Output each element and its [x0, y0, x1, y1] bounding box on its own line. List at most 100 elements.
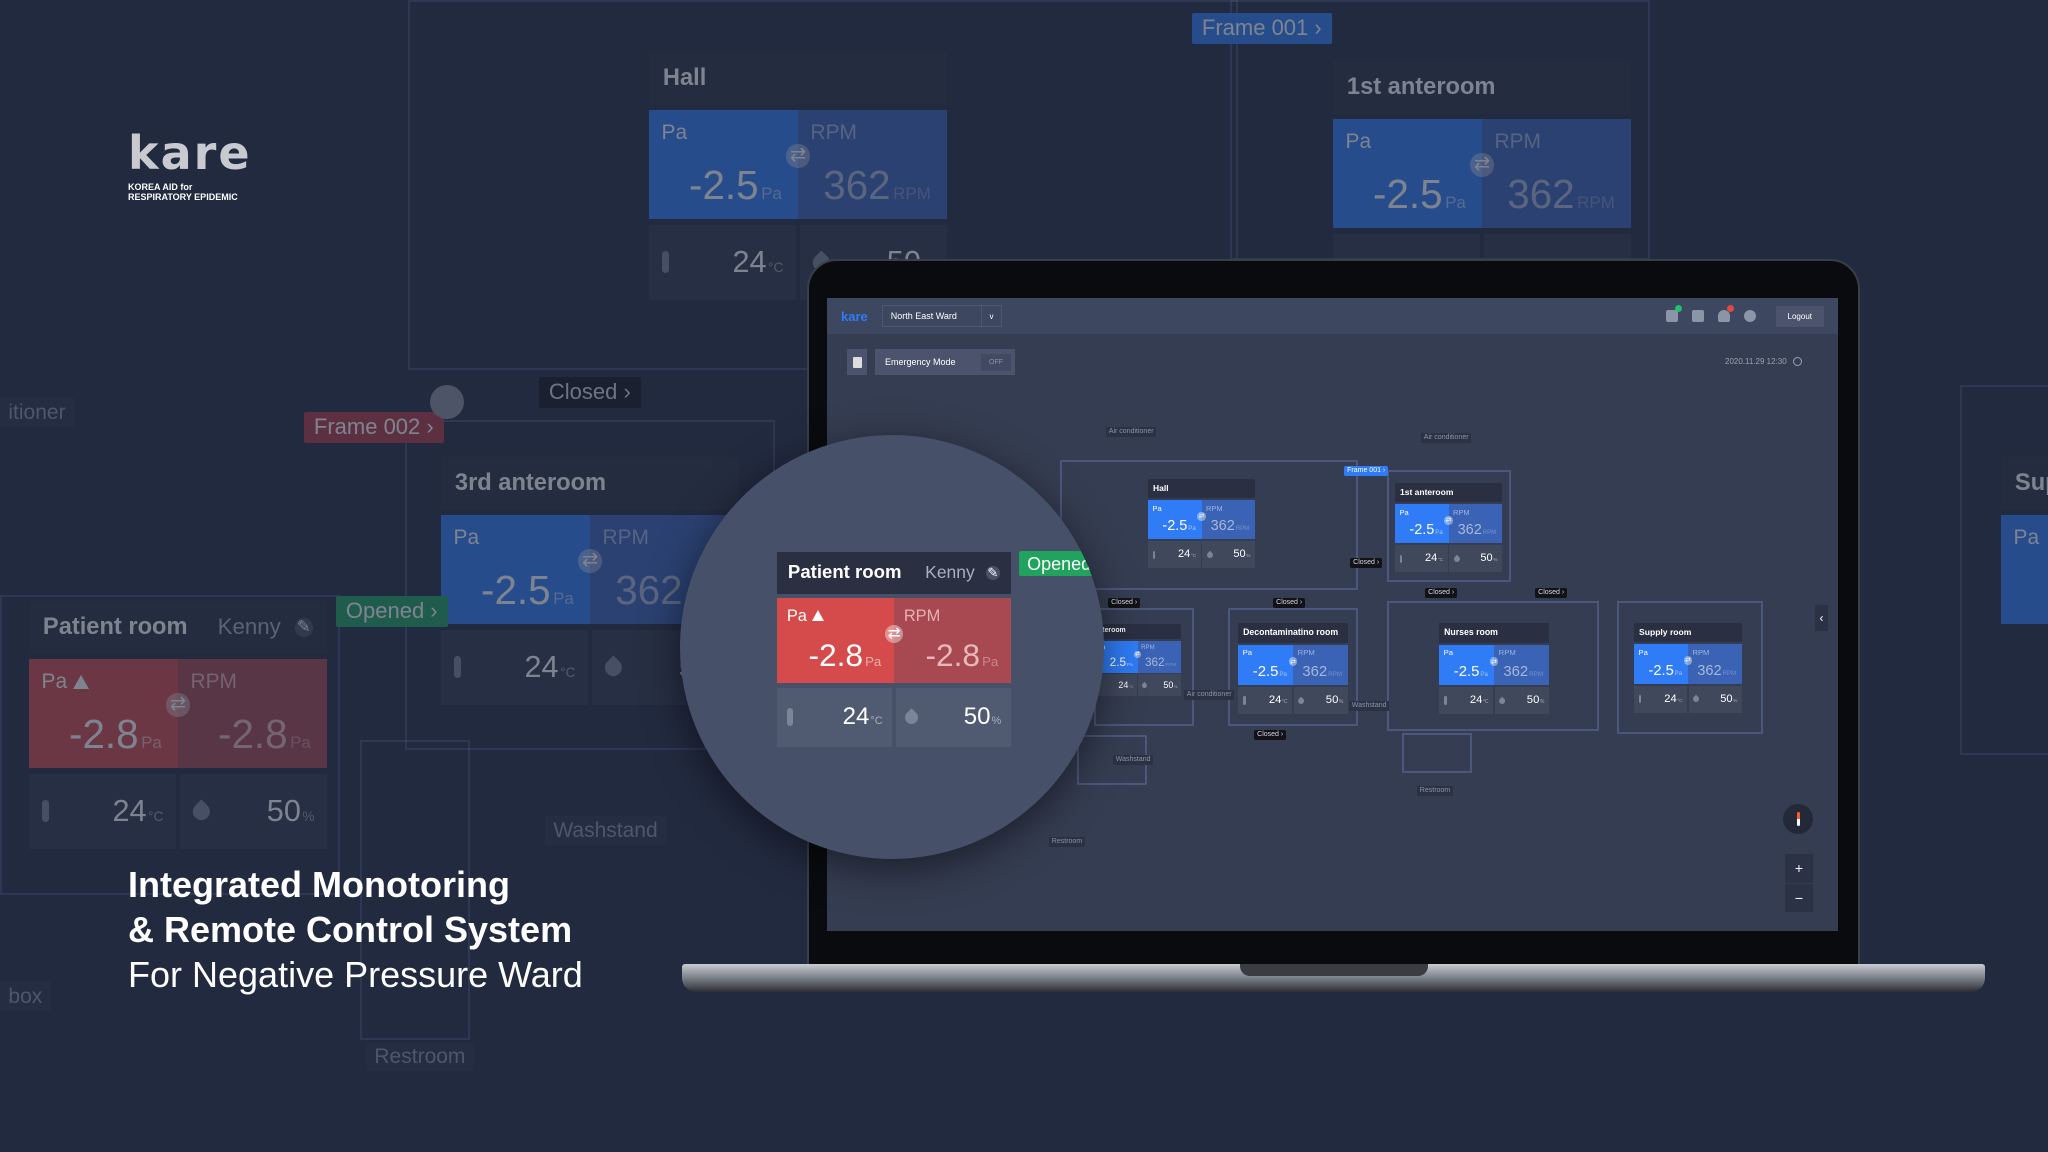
zoom-in-button[interactable]: + [1785, 854, 1813, 884]
door-tag-open[interactable]: Opened › [336, 596, 448, 627]
bell-icon[interactable] [1717, 305, 1734, 322]
room-card[interactable]: Patient room Kenny ✎ Pa -2.8 Pa ⇄ RPM -2.8 Pa 24°C… [777, 552, 1012, 747]
swap-icon[interactable]: ⇄ [1134, 650, 1141, 658]
pa-block: Pa-2.5Pa [1148, 500, 1202, 539]
emergency-mode-state[interactable]: OFF [981, 353, 1011, 371]
edit-icon[interactable]: ✎ [985, 565, 1001, 581]
datetime-text: 2020.11.29 12:30 [1725, 357, 1787, 366]
room-card[interactable]: Supply room Pa -2.5Pa ⇄ RPM 362RPM 24°C 50% [1634, 623, 1742, 713]
logout-button[interactable]: Logout [1775, 305, 1824, 327]
map-label: Air conditioner [1184, 690, 1235, 700]
humidity-value: 50% [963, 703, 1002, 731]
thermometer-icon [661, 251, 670, 274]
door-tag-frame[interactable]: Frame 001 › [1192, 13, 1332, 44]
door-tag-frame[interactable]: Frame 001 › [1344, 466, 1389, 476]
humidity-stat: 50% [180, 774, 327, 849]
humidity-stat: 50% [1293, 686, 1348, 715]
room-card-header: Nurses room [1439, 623, 1549, 643]
compass-button[interactable] [1783, 804, 1813, 834]
door-tag-closed[interactable]: Closed › [1254, 730, 1287, 740]
ward-select[interactable]: North East Ward v [881, 305, 1002, 327]
humidity-unit: % [1539, 698, 1545, 705]
rpm-value: 362RPM [1697, 662, 1737, 679]
door-tag-closed[interactable]: Closed › [1273, 598, 1306, 608]
pa-label: Pa [1444, 649, 1490, 657]
door-tag-red[interactable]: Frame 002 › [304, 412, 444, 443]
rpm-label: RPM [1499, 649, 1545, 657]
temperature-value: 24°C [1664, 692, 1683, 705]
copy-icon[interactable] [1691, 310, 1704, 322]
rpm-label-text: RPM [1141, 643, 1155, 651]
room-card[interactable]: Sup Pa⇄RPM [2001, 457, 2048, 625]
swap-icon[interactable]: ⇄ [1444, 516, 1453, 525]
humidity-drop-icon [189, 799, 213, 824]
room-card-header: nteroom [1094, 624, 1181, 640]
swap-icon[interactable]: ⇄ [1197, 512, 1206, 521]
zoom-out-button[interactable]: − [1794, 889, 1804, 906]
swap-icon[interactable]: ⇄ [1288, 656, 1298, 666]
gear-icon[interactable] [1743, 310, 1756, 322]
bell-badge [1726, 305, 1734, 312]
room-outline [1617, 601, 1763, 734]
room-card[interactable]: Patient room Kenny ✎ Pa -2.8 Pa ⇄ RPM -2.8 Pa 24°C… [29, 601, 327, 849]
map-label: itioner [0, 398, 74, 428]
pa-label-text: Pa [1638, 647, 1648, 657]
door-tag-closed[interactable]: Closed › [1535, 588, 1568, 598]
temperature-value: 24°C [1177, 548, 1197, 560]
humidity-stat: 50% [1138, 674, 1181, 697]
rpm-unit: RPM [1328, 670, 1343, 678]
swap-icon[interactable]: ⇄ [166, 693, 190, 717]
stats-panel: 24°C 50% [1148, 541, 1255, 568]
headline-line-3: For Negative Pressure Ward [128, 954, 583, 995]
pa-value: 2.5Pa [1109, 655, 1133, 669]
laptop-notch [1240, 964, 1428, 976]
door-tag-open[interactable]: Opened [1019, 551, 1100, 577]
swap-icon[interactable]: ⇄ [1470, 153, 1494, 177]
floor-map[interactable]: Hall Pa -2.5Pa ⇄ RPM 362RPM 24°C 50% 1st anteroo… [827, 298, 1838, 931]
temperature-unit: °C [1437, 558, 1444, 563]
refresh-icon[interactable] [1792, 357, 1802, 366]
room-card-header: Patient room Kenny ✎ [29, 601, 327, 654]
room-card[interactable]: Nurses room Pa -2.5Pa ⇄ RPM 362RPM 24°C 50% [1439, 623, 1549, 715]
door-tag-closed[interactable]: Closed › [1350, 558, 1383, 568]
rpm-label-text: RPM [1453, 507, 1470, 517]
collapse-panel-button[interactable]: ‹ [1815, 605, 1828, 631]
room-outline [1387, 470, 1511, 582]
swap-icon[interactable]: ⇄ [786, 144, 810, 168]
rpm-label: RPM [811, 122, 935, 144]
mail-icon[interactable] [1665, 305, 1682, 322]
room-name: Hall [662, 64, 707, 91]
headline-line-1: Integrated Monotoring [128, 864, 510, 905]
temperature-stat: 24°C [649, 225, 796, 300]
temperature-stat: 24°C [1148, 541, 1201, 568]
door-tag-closed[interactable]: Closed › [539, 377, 641, 408]
pa-label: Pa [1400, 508, 1445, 517]
door-tag-closed[interactable]: Closed › [1425, 588, 1458, 598]
rpm-value: 362RPM [1503, 663, 1544, 680]
humidity-stat: 50% [1494, 686, 1549, 715]
edit-icon[interactable]: ✎ [294, 618, 314, 637]
checklist-button[interactable] [847, 349, 867, 375]
door-tag-closed[interactable]: Closed › [1108, 598, 1141, 608]
room-name: 1st anteroom [1346, 73, 1496, 100]
humidity-unit: % [1173, 683, 1178, 689]
map-label: Washstand [545, 816, 667, 846]
humidity-value: 50% [1480, 552, 1498, 564]
swap-icon[interactable]: ⇄ [884, 624, 904, 643]
swap-icon[interactable]: ⇄ [1683, 656, 1693, 665]
emergency-mode-toggle[interactable]: Emergency Mode OFF [875, 349, 1015, 375]
headline-line-2: & Remote Control System [128, 909, 573, 950]
room-card[interactable]: Decontaminatino room Pa -2.5Pa ⇄ RPM 362RPM 24… [1238, 623, 1348, 715]
swap-icon[interactable]: ⇄ [578, 549, 602, 573]
map-label: Restroom [366, 1042, 474, 1072]
pa-value: -2.8 Pa [808, 637, 882, 674]
swap-icon[interactable]: ⇄ [1489, 656, 1499, 666]
